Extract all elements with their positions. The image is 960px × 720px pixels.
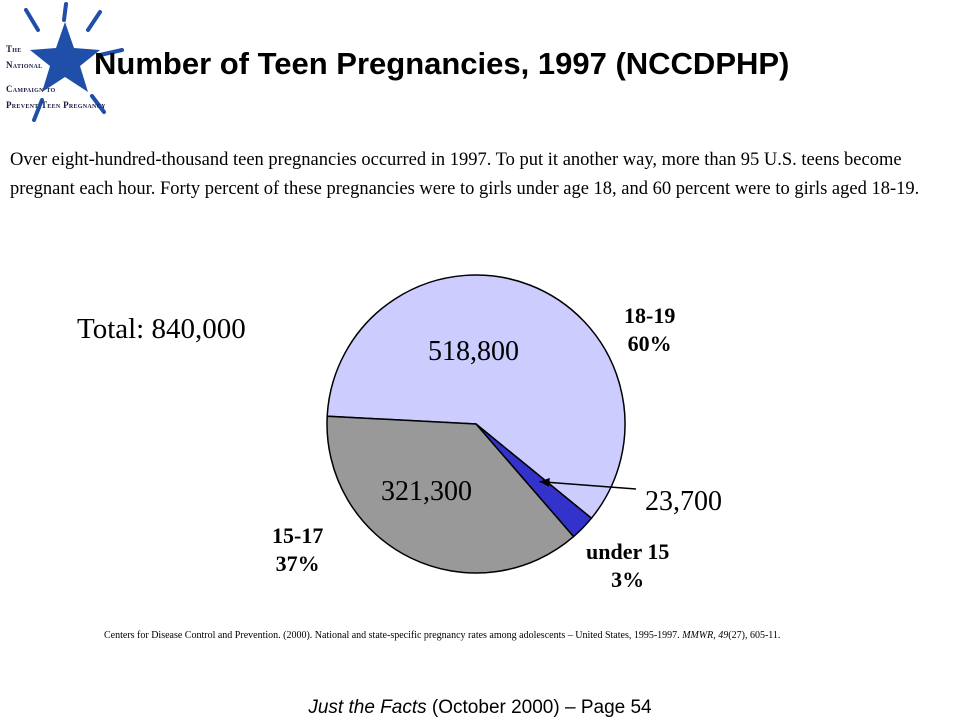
- total-label: Total: 840,000: [77, 313, 246, 345]
- category-label-18-19: 18-19 60%: [624, 302, 675, 358]
- logo-line: Prevent Teen Pregnancy: [6, 100, 106, 110]
- value-label-18-19: 518,800: [428, 336, 519, 367]
- logo-star-icon: [24, 2, 124, 122]
- logo-ray: [32, 98, 44, 122]
- logo-ray: [90, 94, 106, 114]
- logo-ray: [62, 2, 68, 22]
- page-title: Number of Teen Pregnancies, 1997 (NCCDPH…: [94, 46, 790, 81]
- category-percent: 37%: [275, 551, 320, 576]
- leader-line: [539, 480, 637, 490]
- intro-paragraph: Over eight-hundred-thousand teen pregnan…: [10, 150, 920, 199]
- logo-ray: [98, 48, 124, 57]
- logo-line: Campaign to: [6, 84, 56, 94]
- logo-star: [30, 22, 100, 92]
- logo-ray: [86, 10, 102, 32]
- value-label-under-15: 23,700: [645, 486, 722, 517]
- category-name: 15-17: [272, 523, 324, 548]
- category-label-under-15: under 15 3%: [586, 538, 669, 594]
- logo-line: The: [6, 44, 22, 54]
- value-label-15-17: 321,300: [381, 476, 472, 507]
- category-name: under 15: [586, 539, 670, 564]
- footer: Just the Facts (October 2000) – Page 54: [0, 697, 960, 719]
- logo-line: National: [6, 60, 43, 70]
- footer-page: (October 2000) – Page 54: [426, 697, 652, 718]
- citation-journal: MMWR, 49: [682, 630, 729, 641]
- citation-text: Centers for Disease Control and Preventi…: [104, 630, 683, 641]
- pie-slice-18-19: [326, 274, 626, 520]
- citation: Centers for Disease Control and Preventi…: [104, 628, 864, 643]
- footer-title: Just the Facts: [308, 697, 427, 718]
- category-label-15-17: 15-17 37%: [272, 522, 323, 578]
- pie-slice-15-17: [326, 415, 575, 574]
- category-name: 18-19: [624, 303, 676, 328]
- category-percent: 60%: [627, 331, 672, 356]
- citation-issue: (27), 605-11.: [728, 630, 781, 641]
- logo-ray: [24, 8, 40, 32]
- arrowhead: [539, 477, 550, 487]
- category-percent: 3%: [611, 567, 645, 592]
